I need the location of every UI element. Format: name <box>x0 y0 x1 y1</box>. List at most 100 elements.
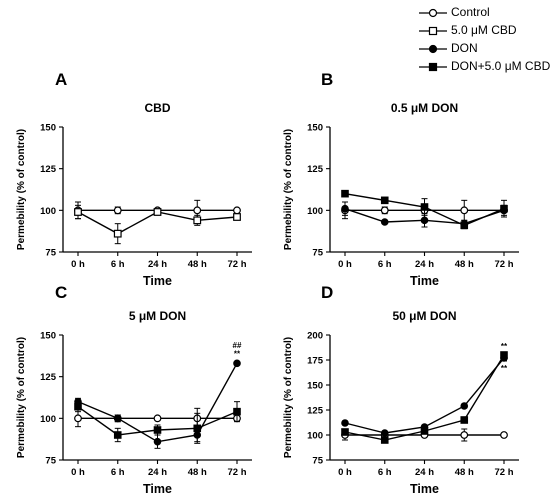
y-tick-label: 200 <box>307 331 323 342</box>
chart-panel-d: D 50 μM DON 75 100 125 150 175 200 0 h 6 h 24 h 48 … <box>283 283 519 496</box>
x-tick-label: 48 h <box>455 259 474 270</box>
data-point <box>460 402 469 410</box>
data-point <box>113 414 122 423</box>
data-point <box>341 204 349 213</box>
panel-letter: C <box>55 283 67 302</box>
data-point <box>233 359 241 368</box>
data-point <box>500 204 508 213</box>
significance-label: ** <box>501 364 508 373</box>
data-point <box>193 206 202 215</box>
data-point <box>233 213 241 221</box>
series-square-filled <box>341 189 508 230</box>
x-tick-label: 6 h <box>378 467 392 478</box>
data-point <box>113 229 122 238</box>
data-point <box>74 402 82 411</box>
x-tick-label: 24 h <box>415 467 434 478</box>
data-point <box>380 206 389 215</box>
chart-title: 50 μM DON <box>392 309 456 323</box>
series-square-filled <box>74 401 241 444</box>
chart-title: 5 μM DON <box>129 309 186 323</box>
y-tick-label: 75 <box>45 248 56 259</box>
data-point <box>380 436 389 444</box>
y-tick-label: 75 <box>45 456 56 467</box>
x-tick-label: 6 h <box>111 467 125 478</box>
y-tick-label: 75 <box>312 456 323 467</box>
y-tick-label: 100 <box>307 206 323 217</box>
x-tick-label: 6 h <box>378 259 392 270</box>
data-point <box>380 429 389 437</box>
data-point <box>153 426 162 434</box>
y-tick-label: 125 <box>40 372 57 383</box>
data-point <box>74 414 82 423</box>
y-tick-label: 150 <box>40 123 56 134</box>
data-point <box>233 407 241 416</box>
data-point <box>74 208 82 216</box>
significance-label: ** <box>501 342 508 351</box>
series-line <box>344 357 505 434</box>
x-tick-label: 0 h <box>338 467 352 478</box>
data-point <box>341 419 349 427</box>
data-point <box>500 351 508 359</box>
x-tick-label: 0 h <box>338 259 352 270</box>
data-point <box>420 216 429 225</box>
legend-marker-circle-filled-icon <box>419 44 447 54</box>
data-point <box>153 414 162 423</box>
data-point <box>193 216 202 225</box>
y-tick-label: 125 <box>40 164 57 175</box>
chart-panel-a: A CBD 75 100 125 150 0 h 6 h 24 h 48 h 72 h Time Per… <box>16 70 252 288</box>
x-tick-label: 72 h <box>227 259 246 270</box>
data-point <box>113 431 122 439</box>
legend-marker-square-open-icon <box>419 26 447 36</box>
y-axis-label: Permebility (% of control) <box>16 337 27 458</box>
y-tick-label: 100 <box>40 206 56 217</box>
data-point <box>460 206 469 215</box>
x-axis-label: Time <box>410 274 439 288</box>
chart-title: 0.5 μM DON <box>391 101 458 115</box>
data-point <box>193 424 202 433</box>
x-tick-label: 48 h <box>188 259 207 270</box>
x-axis-label: Time <box>143 274 172 288</box>
y-tick-label: 150 <box>307 381 323 392</box>
chart-title: CBD <box>145 101 171 115</box>
significance-label: ** <box>234 349 241 358</box>
series-square-open <box>74 204 241 245</box>
data-point <box>500 431 508 439</box>
y-tick-label: 175 <box>307 356 324 367</box>
data-point <box>341 428 349 436</box>
significance-label: ## <box>233 341 242 350</box>
data-point <box>420 427 429 435</box>
x-tick-label: 72 h <box>494 467 513 478</box>
series-square-filled <box>341 351 508 444</box>
y-axis-label: Permebility (% of control) <box>16 129 27 250</box>
x-axis-label: Time <box>143 482 172 496</box>
panel-letter: A <box>55 70 67 89</box>
data-point <box>113 206 122 215</box>
panel-letter: D <box>321 283 333 302</box>
data-point <box>233 206 241 215</box>
data-point <box>341 189 349 198</box>
y-tick-label: 75 <box>312 248 323 259</box>
legend-marker-square-filled-icon <box>419 62 447 72</box>
x-tick-label: 48 h <box>188 467 207 478</box>
legend-label: DON <box>451 41 478 55</box>
legend-marker-circle-open-icon <box>419 8 447 18</box>
data-point <box>420 203 429 211</box>
legend-label: 5.0 μM CBD <box>451 23 517 37</box>
y-axis-label: Permebility (% of control) <box>283 129 294 250</box>
y-tick-label: 150 <box>307 123 323 134</box>
data-point <box>153 437 162 446</box>
y-axis-label: Permebility (% of control) <box>283 337 294 458</box>
legend-label: Control <box>451 5 490 19</box>
legend-label: DON+5.0 μM CBD <box>451 59 550 73</box>
y-tick-label: 125 <box>307 164 324 175</box>
x-tick-label: 0 h <box>71 259 85 270</box>
panel-letter: B <box>321 70 333 89</box>
x-tick-label: 72 h <box>494 259 513 270</box>
x-tick-label: 48 h <box>455 467 474 478</box>
data-point <box>460 416 469 424</box>
x-tick-label: 24 h <box>415 259 434 270</box>
y-tick-label: 125 <box>307 406 324 417</box>
chart-panel-c: C 5 μM DON 75 100 125 150 0 h 6 h 24 h 48 h 72 h Ti… <box>16 283 252 496</box>
y-tick-label: 150 <box>40 331 56 342</box>
